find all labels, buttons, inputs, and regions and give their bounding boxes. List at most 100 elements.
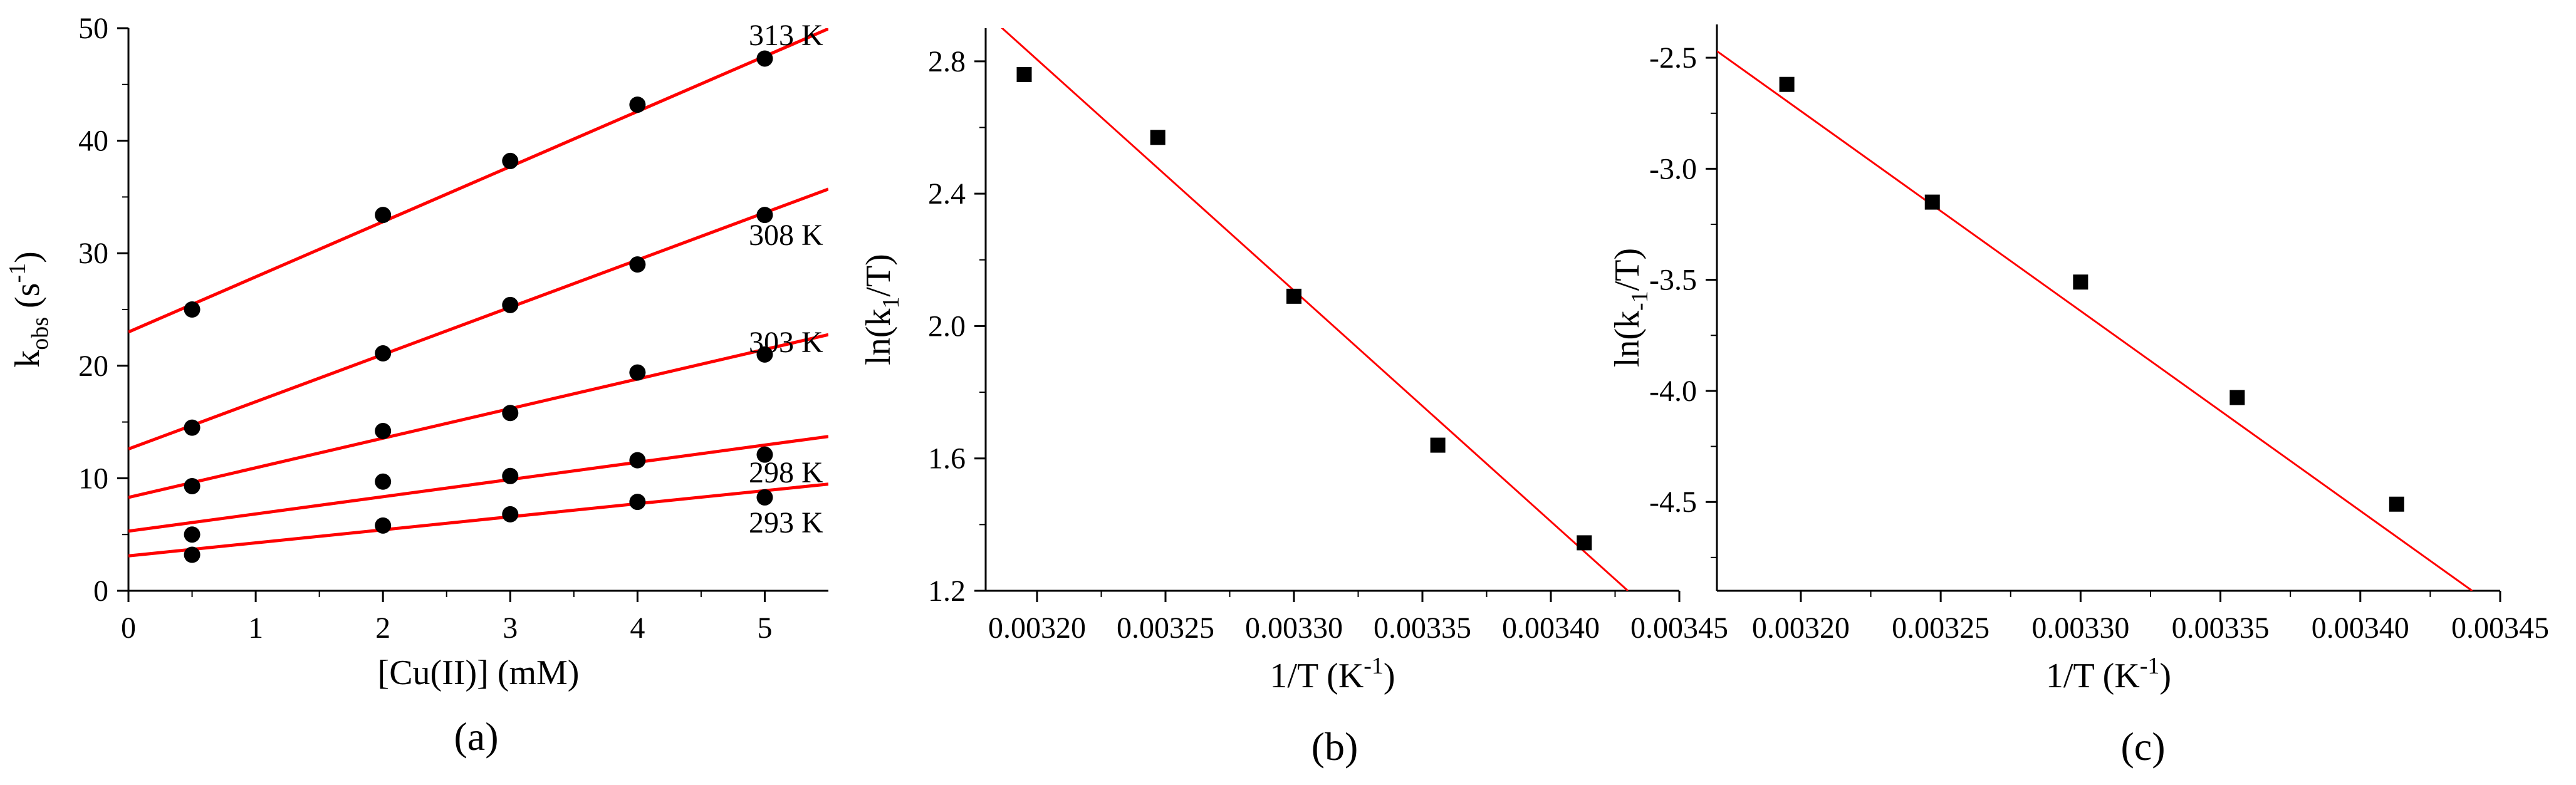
y-axis-title-post: /T) <box>859 254 898 296</box>
x-tick-label: 0.00320 <box>1752 611 1850 645</box>
data-point <box>184 477 201 494</box>
plot-area <box>1001 28 1629 591</box>
data-point <box>1779 76 1795 92</box>
data-point <box>2389 496 2404 512</box>
x-tick-label: 2 <box>375 611 390 645</box>
data-point <box>375 517 392 534</box>
y-axis-title-sub: -1 <box>1627 291 1653 311</box>
y-tick-label: 0 <box>93 574 108 608</box>
y-tick-label: -3.5 <box>1649 264 1697 297</box>
data-point <box>2229 390 2245 405</box>
panel-label: (a) <box>454 714 498 759</box>
fit-line <box>128 435 828 533</box>
fit-line <box>128 333 828 499</box>
data-point <box>502 467 519 484</box>
x-tick-label: 0.00330 <box>2031 611 2129 645</box>
data-point <box>756 346 773 363</box>
y-tick-label: 10 <box>78 462 108 495</box>
y-tick-label: 20 <box>78 350 108 383</box>
y-axis-title-unit-post: ) <box>8 251 47 263</box>
plot-area <box>128 28 828 563</box>
data-point <box>184 301 201 318</box>
y-tick-label: 30 <box>78 237 108 270</box>
fit-line <box>128 482 828 558</box>
panel-c: 0.00320 0.00325 0.00330 0.00335 0.00340 0.003… <box>1608 24 2549 769</box>
x-tick-label: 0.00325 <box>1117 611 1214 645</box>
series <box>1717 50 2473 591</box>
series <box>128 482 828 563</box>
x-axis-title-sup: -1 <box>2140 653 2160 679</box>
y-tick-label: 2.0 <box>928 309 966 343</box>
data-point <box>1016 66 1032 82</box>
data-point <box>184 546 201 563</box>
x-axis-title: 1/T (K-1) <box>2046 653 2171 695</box>
y-axis-title-main: k <box>8 350 47 368</box>
x-axis-title-main: 1/T (K <box>2046 657 2140 695</box>
x-axis-title-main: 1/T (K <box>1270 657 1364 695</box>
x-tick-label: 0.00335 <box>1374 611 1471 645</box>
data-point <box>1430 437 1446 453</box>
fit-line <box>128 28 828 334</box>
data-point <box>1286 288 1301 304</box>
series-label: 313 K <box>749 19 823 52</box>
fit-line <box>1001 28 1629 591</box>
y-axis-title-unit-sup: -1 <box>4 263 31 283</box>
y-tick-label: 2.8 <box>928 45 966 78</box>
y-axis-title: ln(k1/T) <box>859 254 904 365</box>
data-point <box>375 473 392 490</box>
y-tick-label: -3.0 <box>1649 152 1697 185</box>
panel-label: (c) <box>2120 724 2165 769</box>
y-axis-title-unit: (s <box>8 283 47 317</box>
series-label: 293 K <box>749 506 823 539</box>
x-axis-title-post: ) <box>2159 657 2171 695</box>
data-point <box>756 489 773 506</box>
x-tick-label: 3 <box>503 611 518 645</box>
fit-line <box>128 187 828 451</box>
panel-label: (b) <box>1311 724 1358 769</box>
data-point <box>2073 274 2088 290</box>
y-axis-title: kobs (s-1) <box>4 251 53 368</box>
y-tick-label: -4.0 <box>1649 375 1697 408</box>
y-axis-title-post: /T) <box>1608 248 1647 291</box>
x-tick-label: 1 <box>248 611 263 645</box>
x-axis-title-sup: -1 <box>1364 653 1384 679</box>
panel-b: 0.00320 0.00325 0.00330 0.00335 0.00340 0.003… <box>859 28 1728 769</box>
data-point <box>184 526 201 543</box>
series <box>1001 28 1629 591</box>
fit-line <box>1717 50 2473 591</box>
x-tick-label: 0.00330 <box>1245 611 1343 645</box>
x-tick-label: 4 <box>630 611 645 645</box>
data-point <box>502 506 519 522</box>
data-point <box>502 296 519 313</box>
x-tick-label: 0.00325 <box>1892 611 1989 645</box>
data-point <box>1150 130 1165 145</box>
x-tick-label: 0.00340 <box>2312 611 2409 645</box>
data-point <box>1577 535 1592 551</box>
data-point <box>629 494 646 511</box>
data-point <box>629 364 646 381</box>
data-point <box>1924 194 1940 210</box>
x-axis-title: 1/T (K-1) <box>1270 653 1395 695</box>
y-tick-label: 40 <box>78 125 108 158</box>
y-tick-label: 2.4 <box>928 177 966 211</box>
data-point <box>184 419 201 436</box>
series-label: 298 K <box>749 456 823 489</box>
plot-area <box>1717 50 2473 591</box>
x-axis-title-post: ) <box>1384 657 1395 695</box>
y-tick-label: 1.6 <box>928 442 966 476</box>
x-axis-title-main: [Cu(II)] (mM) <box>378 653 580 692</box>
y-axis-title: ln(k-1/T) <box>1608 248 1653 367</box>
data-point <box>502 152 519 169</box>
data-point <box>756 50 773 67</box>
y-tick-label: -4.5 <box>1649 486 1697 519</box>
series <box>128 333 828 499</box>
y-axis-title-main: ln(k <box>859 309 898 365</box>
x-tick-label: 5 <box>757 611 772 645</box>
x-tick-label: 0.00345 <box>2451 611 2549 645</box>
data-point <box>756 446 773 463</box>
series <box>128 435 828 543</box>
x-axis-title: [Cu(II)] (mM) <box>378 653 580 692</box>
x-tick-label: 0.00335 <box>2172 611 2270 645</box>
